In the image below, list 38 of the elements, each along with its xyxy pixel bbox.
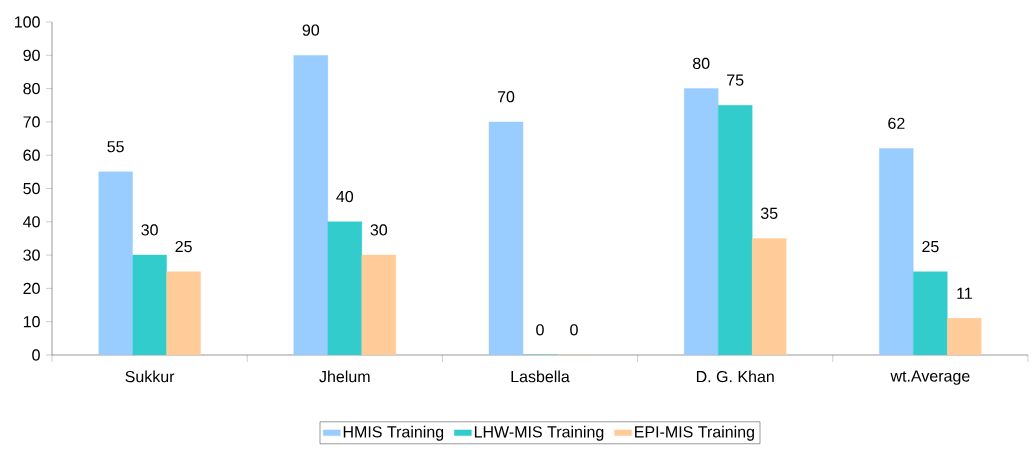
y-tick-label: 100 (15, 16, 40, 28)
x-tick-label: D. G. Khan (696, 370, 774, 383)
bar (752, 238, 787, 355)
data-label: 25 (922, 240, 939, 253)
y-tick-label: 70 (23, 116, 40, 128)
legend-label: HMIS Training (343, 425, 444, 441)
data-label: 40 (336, 190, 354, 203)
bar (361, 254, 397, 355)
y-tick-label: 50 (23, 182, 40, 195)
data-label: 90 (302, 24, 320, 36)
data-label: 80 (692, 57, 710, 70)
data-label: 0 (570, 324, 578, 336)
y-tick-label: 30 (23, 249, 40, 261)
y-tick-label: 20 (23, 282, 40, 295)
data-label: 70 (497, 91, 515, 103)
x-tick-label: Jhelum (319, 370, 370, 383)
x-tick-label: Lasbella (511, 370, 570, 383)
y-tick-label: 0 (32, 349, 40, 361)
bar (166, 271, 201, 355)
y-tick-label: 10 (23, 316, 40, 328)
data-label: 55 (107, 141, 124, 153)
y-tick-label: 60 (23, 149, 40, 161)
data-label: 0 (536, 324, 544, 336)
data-label: 11 (957, 287, 972, 299)
y-tick-label: 90 (23, 49, 40, 61)
data-label: 35 (760, 207, 778, 219)
x-tick-label: Sukkur (125, 370, 175, 383)
x-tick-label: wt.Average (890, 370, 970, 385)
legend-label: LHW-MIS Training (474, 425, 604, 441)
y-tick-label: 80 (23, 82, 40, 95)
data-label: 25 (175, 240, 192, 253)
data-label: 75 (727, 74, 744, 86)
data-label: 30 (141, 224, 158, 236)
bar (947, 318, 982, 355)
legend-label: EPI-MIS Training (635, 425, 754, 441)
data-label: 30 (370, 224, 388, 236)
y-tick-label: 40 (23, 216, 40, 228)
data-label: 62 (888, 117, 905, 129)
